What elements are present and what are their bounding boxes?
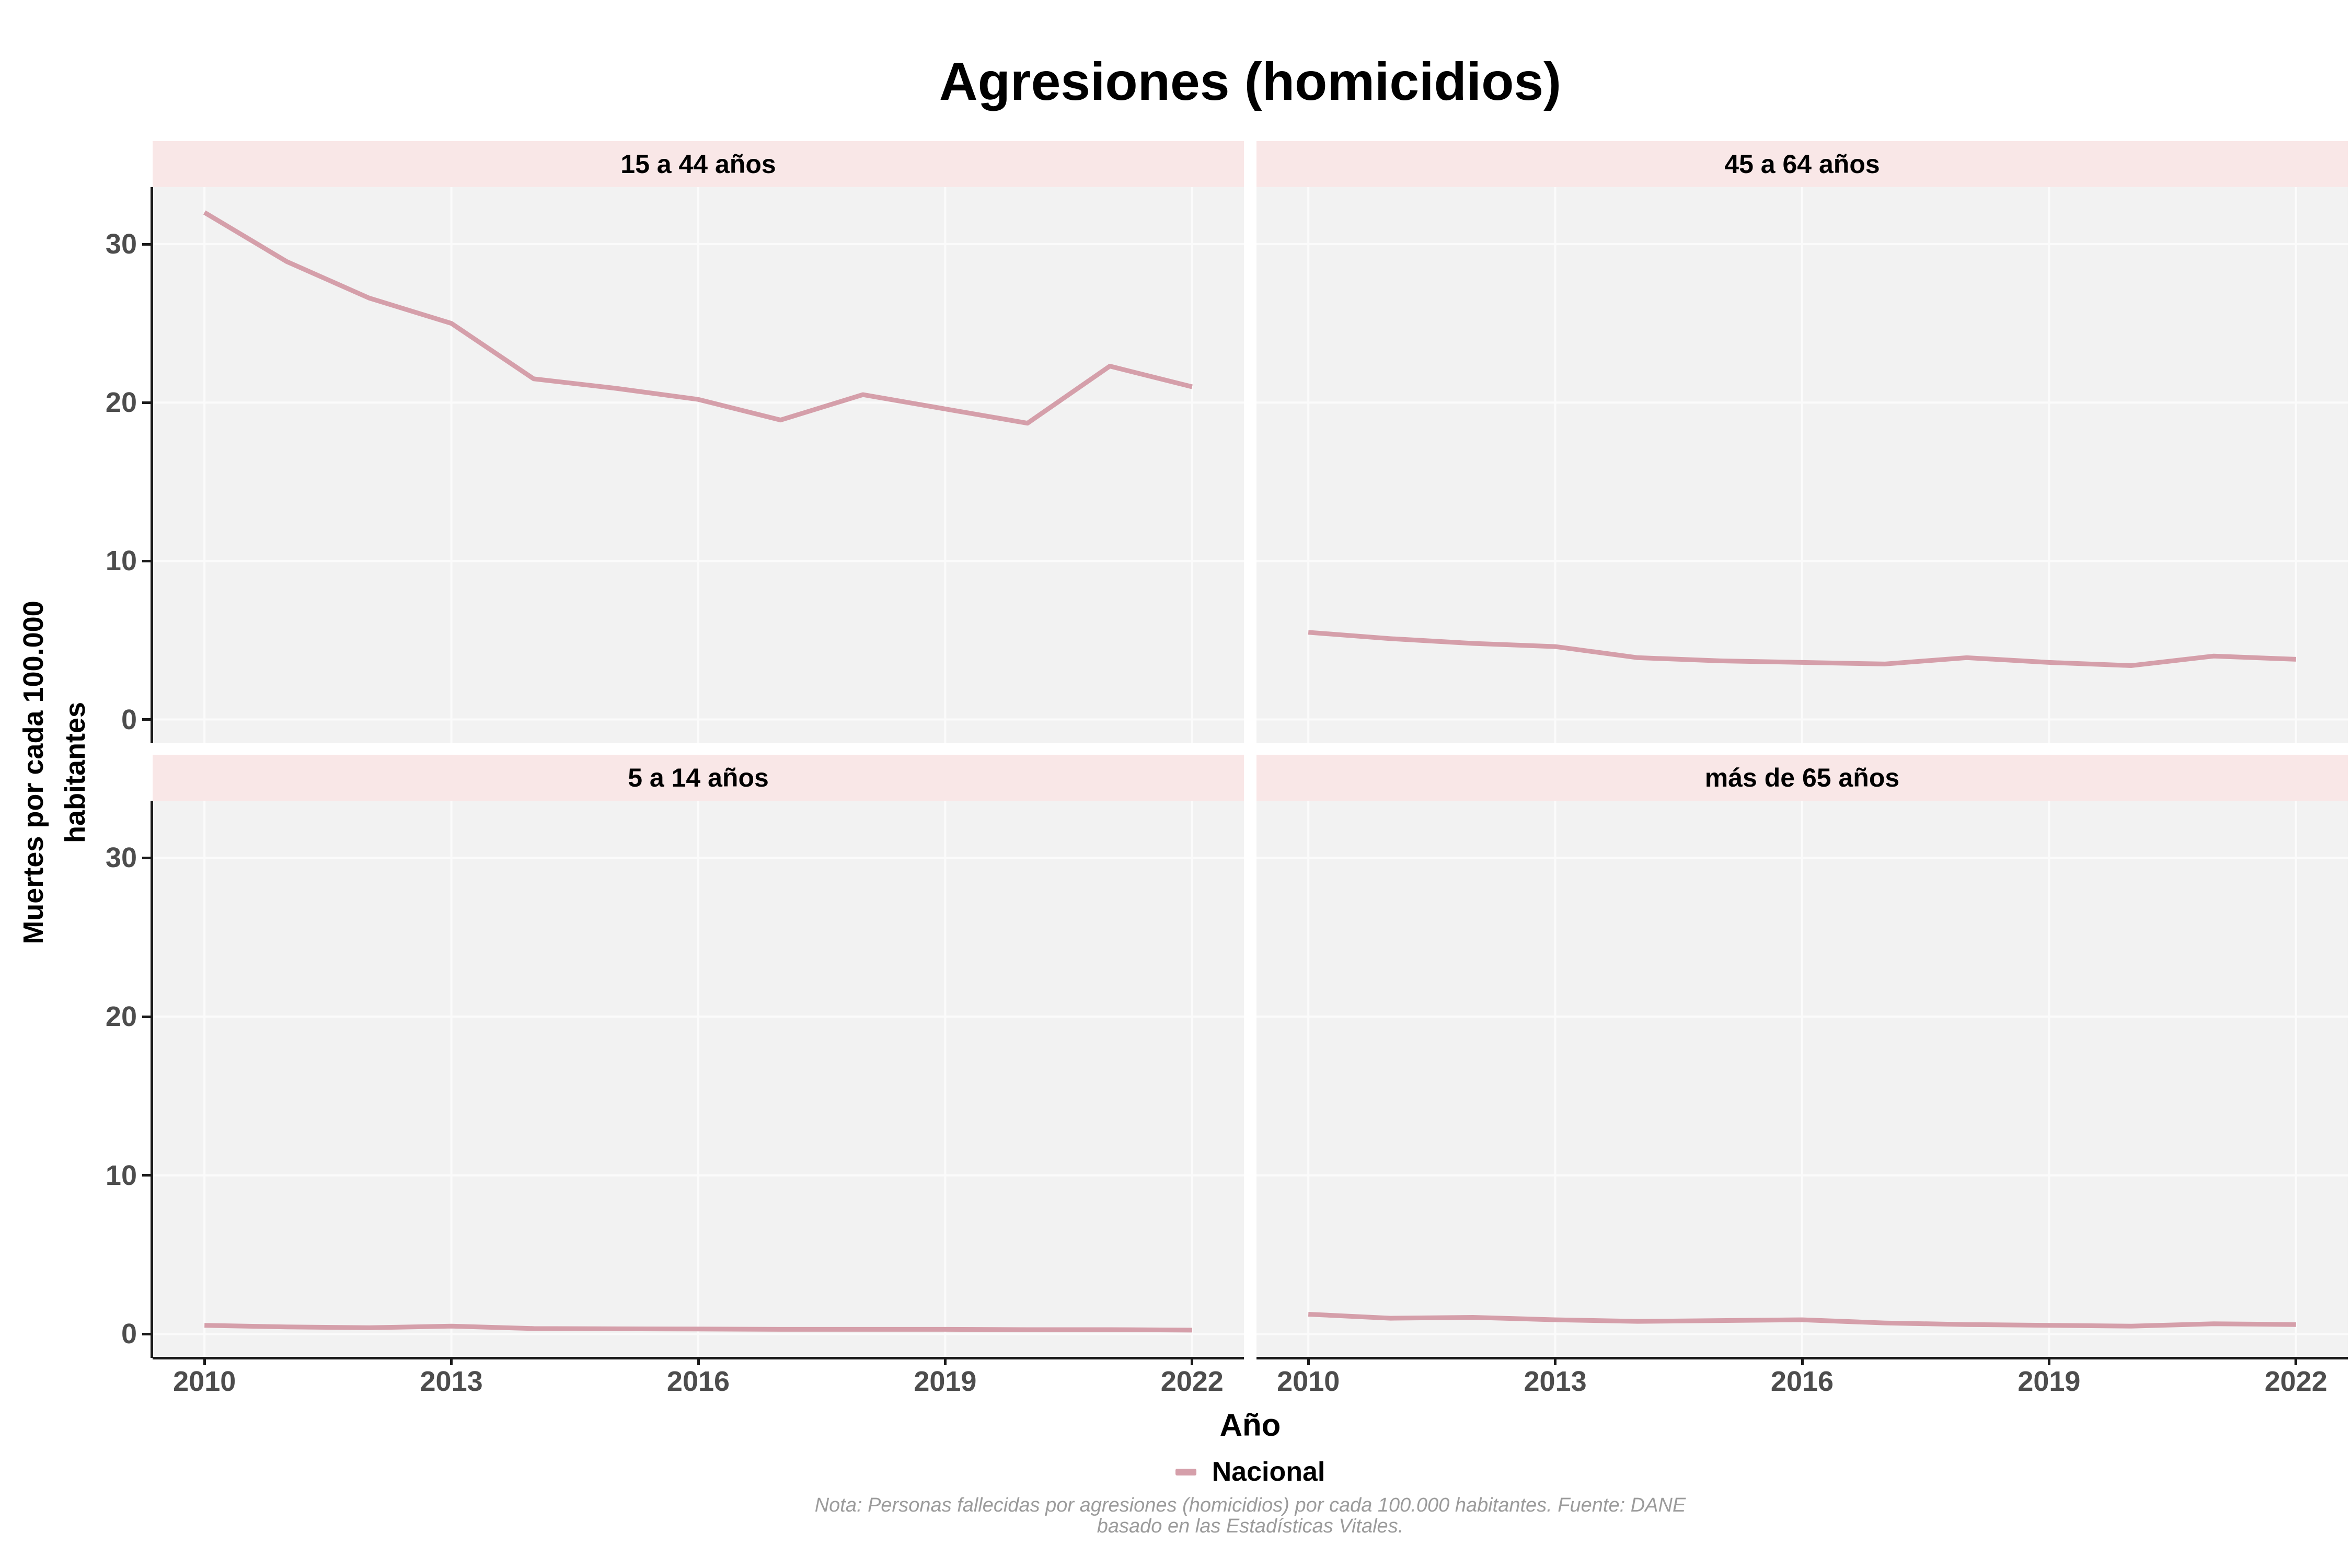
y-tick-label: 20 [105,1001,137,1033]
x-tick-label: 2016 [1770,1366,1834,1397]
y-axis-title-line2: habitantes [60,701,91,844]
chart-title: Agresiones (homicidios) [939,52,1562,111]
series-line-nacional [1308,1311,2296,1329]
y-tick-label: 30 [105,842,137,874]
facet-panel-5-14 [153,801,1244,1358]
facet-strip-65-plus: más de 65 años [1256,755,2348,801]
x-tick-mark [1554,1358,1557,1365]
x-tick-label: 2019 [2017,1366,2081,1397]
facet-strip-45-64: 45 a 64 años [1256,141,2348,187]
footnote-line1: Nota: Personas fallecidas por agresiones… [814,1494,1686,1516]
x-tick-label: 2013 [420,1366,483,1397]
x-tick-mark [1191,1358,1194,1365]
x-tick-mark [943,1358,947,1365]
legend-label: Nacional [1212,1457,1325,1487]
facet-panel-15-44 [153,187,1244,743]
series-line-nacional [203,210,1193,426]
y-tick-label: 20 [105,387,137,419]
y-tick-label: 10 [105,1159,137,1191]
x-tick-mark [2047,1358,2050,1365]
legend-key-line [1175,1468,1196,1475]
facet-plot-area [153,801,1244,1358]
series-line-nacional [204,1323,1192,1333]
y-axis-title-line1: Muertes por cada 100.000 [18,601,49,944]
y-tick-label: 10 [105,545,137,577]
y-axis-line-bottom-row [151,801,153,1358]
y-tick-mark [142,401,152,404]
x-tick-label: 2010 [173,1366,236,1397]
x-tick-mark [697,1358,700,1365]
y-tick-label: 30 [105,228,137,260]
y-tick-mark [142,718,152,721]
y-tick-label: 0 [121,1318,137,1350]
footnote: Nota: Personas fallecidas por agresiones… [153,1495,2348,1537]
x-tick-mark [1801,1358,1804,1365]
facet-panel-65-plus [1256,801,2348,1358]
facet-plot-area [153,187,1244,743]
footnote-line2: basado en las Estadísticas Vitales. [1097,1515,1404,1537]
facet-strip-5-14: 5 a 14 años [153,755,1244,801]
y-tick-mark [142,1174,152,1177]
y-axis-line-top-row [151,187,153,743]
x-tick-label: 2016 [666,1366,730,1397]
series-line-nacional [1308,630,2296,668]
x-tick-label: 2013 [1524,1366,1587,1397]
facet-strip-15-44: 15 a 44 años [153,141,1244,187]
x-tick-label: 2019 [914,1366,977,1397]
y-tick-mark [142,856,152,859]
facet-plot-area [1256,187,2348,743]
x-tick-label: 2010 [1277,1366,1340,1397]
y-tick-mark [142,559,152,562]
legend: Nacional [153,1457,2348,1486]
x-tick-label: 2022 [1160,1366,1224,1397]
x-axis-title: Año [1219,1408,1281,1443]
y-tick-mark [142,1015,152,1018]
y-tick-mark [142,243,152,246]
y-tick-label: 0 [121,704,137,735]
facet-panel-45-64 [1256,187,2348,743]
x-tick-mark [450,1358,453,1365]
facet-plot-area [1256,801,2348,1358]
x-tick-mark [1307,1358,1310,1365]
x-tick-mark [2295,1358,2298,1365]
x-tick-mark [203,1358,206,1365]
y-tick-mark [142,1332,152,1335]
x-tick-label: 2022 [2264,1366,2327,1397]
y-axis-title: Muertes por cada 100.000 habitantes [13,601,96,944]
